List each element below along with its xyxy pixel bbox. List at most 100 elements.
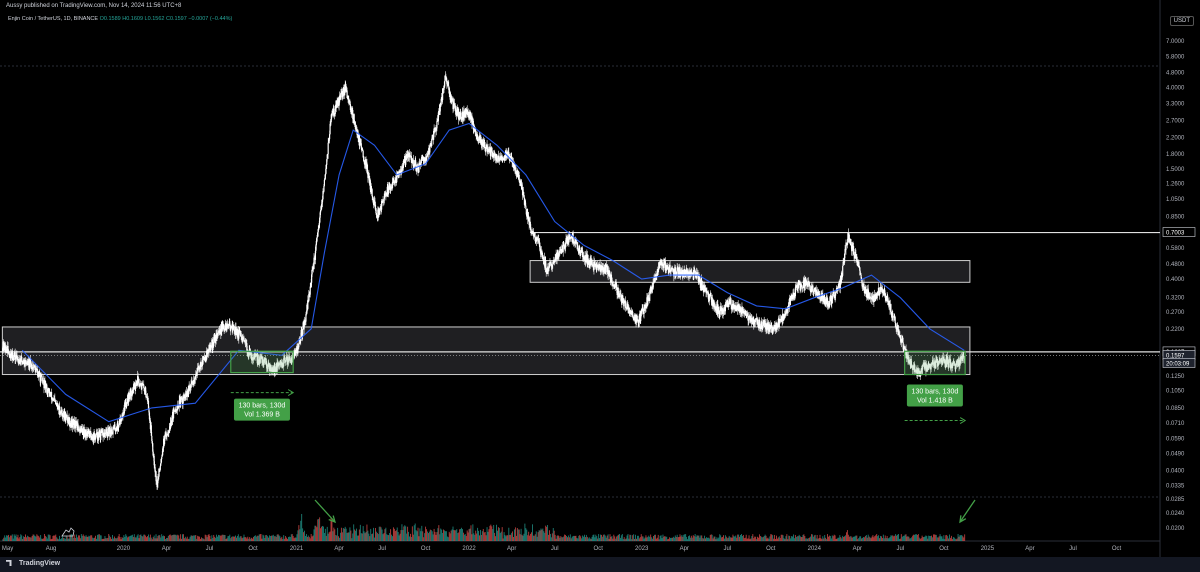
volume-bar: [218, 534, 219, 541]
volume-bar: [397, 531, 399, 541]
volume-bar: [795, 537, 797, 541]
volume-bar: [74, 534, 76, 541]
volume-bar: [928, 535, 930, 541]
volume-bar: [704, 535, 706, 541]
volume-bar: [876, 533, 878, 541]
volume-bar: [354, 529, 356, 541]
volume-bar: [514, 527, 516, 541]
volume-bar: [276, 534, 278, 541]
volume-bar: [341, 532, 343, 541]
volume-bar: [573, 535, 575, 541]
volume-bar: [916, 534, 918, 541]
volume-bar: [107, 537, 109, 541]
volume-bar: [40, 535, 42, 541]
volume-bar: [752, 534, 754, 541]
volume-bar: [420, 531, 422, 541]
volume-bar: [494, 532, 496, 541]
volume-bar: [294, 537, 296, 541]
volume-bar: [803, 534, 805, 541]
volume-bar: [629, 534, 631, 541]
volume-bar: [890, 535, 892, 541]
volume-bar: [57, 538, 59, 541]
volume-bar: [957, 534, 959, 541]
volume-bar: [921, 535, 923, 541]
volume-bar: [953, 537, 955, 541]
volume-bar: [712, 538, 714, 541]
volume-bar: [507, 535, 509, 541]
volume-bar: [200, 537, 202, 541]
volume-bar: [394, 531, 396, 541]
volume-bar: [533, 535, 535, 541]
volume-bar: [26, 535, 28, 541]
volume-bar: [471, 534, 473, 541]
volume-bar: [624, 539, 626, 541]
volume-bar: [908, 536, 910, 541]
volume-bar: [501, 527, 503, 541]
volume-bar: [847, 534, 849, 541]
volume-bar: [831, 535, 833, 541]
volume-bar: [409, 533, 411, 541]
volume-bar: [591, 536, 593, 541]
volume-bar: [278, 535, 280, 541]
volume-bar: [654, 534, 656, 541]
volume-bar: [946, 534, 948, 541]
volume-bar: [778, 536, 780, 541]
volume-bar: [479, 529, 481, 541]
volume-bar: [24, 537, 26, 541]
volume-bar: [405, 526, 407, 541]
volume-bar: [97, 534, 99, 541]
volume-bar: [333, 527, 335, 541]
volume-bar: [431, 531, 433, 541]
volume-bar: [197, 535, 199, 541]
volume-bar: [93, 538, 95, 541]
volume-bar: [915, 534, 917, 541]
volume-bar: [807, 538, 809, 541]
volume-bar: [477, 527, 479, 541]
volume-bar: [369, 536, 371, 541]
volume-bar: [207, 535, 209, 541]
volume-bar: [497, 527, 499, 541]
volume-bar: [50, 539, 52, 541]
volume-bar: [408, 531, 410, 541]
volume-bar: [479, 535, 480, 541]
volume-bar: [726, 538, 728, 541]
volume-bar: [556, 535, 558, 541]
volume-bar: [122, 538, 124, 541]
volume-bar: [223, 534, 225, 541]
volume-bar: [450, 530, 452, 541]
volume-bar: [96, 534, 98, 541]
volume-bar: [586, 536, 588, 541]
volume-bar: [264, 537, 266, 541]
volume-bar: [261, 538, 263, 541]
volume-bar: [840, 537, 842, 541]
volume-bar: [368, 533, 370, 541]
volume-bar: [676, 534, 678, 541]
volume-bar: [846, 532, 847, 541]
volume-bar: [325, 535, 327, 541]
volume-bar: [162, 536, 164, 541]
volume-bar: [17, 534, 19, 541]
volume-bar: [718, 537, 720, 541]
volume-bar: [381, 529, 383, 541]
volume-bar: [771, 534, 773, 541]
volume-bar: [786, 534, 788, 541]
volume-bar: [594, 537, 596, 541]
volume-bar: [409, 536, 410, 541]
volume-bar: [923, 537, 925, 541]
volume-bar: [516, 528, 518, 541]
volume-bar: [646, 537, 648, 541]
volume-bar: [590, 538, 592, 541]
volume-bar: [11, 534, 13, 541]
volume-bar: [825, 537, 827, 541]
volume-bar: [755, 536, 757, 541]
volume-bar: [899, 538, 901, 541]
volume-bar: [200, 538, 201, 541]
volume-bar: [72, 535, 74, 541]
volume-bar: [446, 536, 448, 541]
volume-bar: [375, 531, 377, 541]
volume-bar: [202, 538, 204, 541]
volume-bar: [373, 527, 375, 541]
volume-bar: [66, 536, 68, 541]
volume-bar: [758, 534, 760, 541]
